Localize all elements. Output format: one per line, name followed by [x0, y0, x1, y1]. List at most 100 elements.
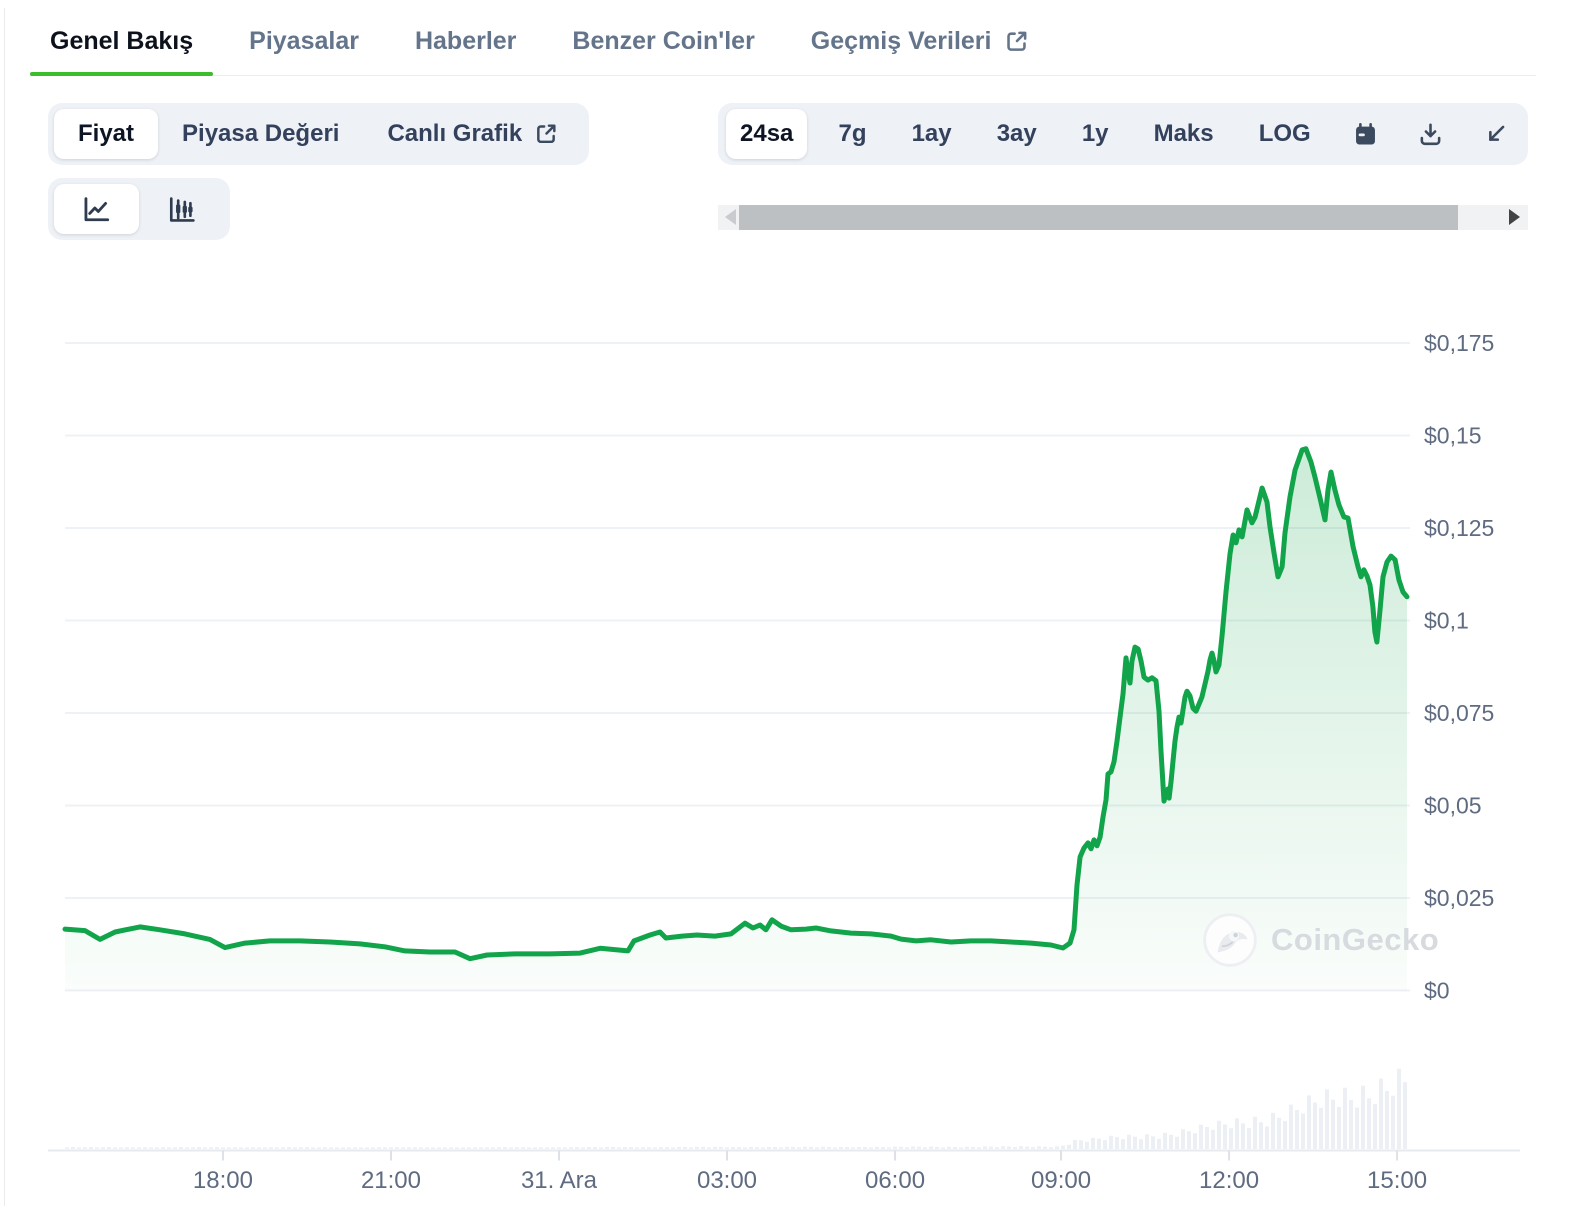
- volume-bar: [1223, 1124, 1227, 1149]
- volume-bar: [353, 1147, 357, 1149]
- tab-gecmis-verileri[interactable]: Geçmiş Verileri: [791, 8, 1051, 75]
- volume-bar: [557, 1147, 561, 1149]
- volume-bar: [515, 1147, 519, 1149]
- volume-bar: [605, 1146, 609, 1149]
- volume-bar: [1301, 1113, 1305, 1149]
- chart-type-line-button[interactable]: [54, 184, 139, 234]
- calendar-button[interactable]: [1342, 109, 1390, 159]
- volume-bar: [491, 1147, 495, 1149]
- volume-bar: [1061, 1145, 1065, 1149]
- range-tab-label: 1y: [1081, 120, 1109, 147]
- volume-bar: [1079, 1140, 1083, 1149]
- tab-label: Benzer Coin'ler: [572, 27, 755, 55]
- collapse-button[interactable]: [1472, 109, 1520, 159]
- volume-bar: [1049, 1147, 1053, 1149]
- volume-bar: [287, 1147, 291, 1149]
- y-axis-label: $0,125: [1424, 515, 1494, 541]
- calendar-icon: [1352, 121, 1379, 148]
- volume-bar: [137, 1147, 141, 1149]
- volume-bar: [1259, 1122, 1263, 1149]
- range-tab-24sa[interactable]: 24sa: [726, 109, 808, 159]
- x-axis-label: 06:00: [865, 1167, 925, 1194]
- coingecko-watermark: CoinGecko: [1203, 913, 1439, 967]
- volume-bar: [125, 1147, 129, 1149]
- volume-bar: [431, 1147, 435, 1149]
- volume-bar: [83, 1147, 87, 1149]
- chart-type-toggle-group: [48, 178, 230, 240]
- candlestick-icon: [165, 193, 198, 226]
- tab-haberler[interactable]: Haberler: [395, 8, 536, 75]
- volume-bar: [473, 1147, 477, 1149]
- volume-bar: [1169, 1134, 1173, 1149]
- volume-bar: [1217, 1120, 1221, 1149]
- volume-bar: [1247, 1127, 1251, 1149]
- scrollbar-thumb[interactable]: [739, 205, 1458, 230]
- volume-bar: [257, 1147, 261, 1149]
- volume-bar: [905, 1147, 909, 1149]
- volume-bar: [1229, 1128, 1233, 1149]
- volume-bar: [1163, 1132, 1167, 1149]
- volume-bar: [815, 1147, 819, 1149]
- volume-bar: [1103, 1140, 1107, 1149]
- volume-bar: [1139, 1139, 1143, 1149]
- volume-bar: [197, 1147, 201, 1149]
- chart-type-candlestick-button[interactable]: [139, 184, 224, 234]
- volume-bar: [953, 1146, 957, 1149]
- volume-bar: [563, 1147, 567, 1149]
- volume-bar: [1007, 1146, 1011, 1149]
- volume-bar: [545, 1147, 549, 1149]
- range-tab-1y[interactable]: 1y: [1068, 109, 1123, 159]
- tab-genel-bakis[interactable]: Genel Bakış: [30, 8, 214, 76]
- volume-bar: [947, 1146, 951, 1149]
- volume-bar: [1031, 1147, 1035, 1149]
- volume-bar: [833, 1147, 837, 1149]
- volume-bar: [401, 1147, 405, 1149]
- volume-bar: [425, 1147, 429, 1149]
- volume-bar: [599, 1147, 603, 1149]
- volume-bar: [665, 1147, 669, 1149]
- volume-bar: [449, 1147, 453, 1149]
- volume-bar: [965, 1146, 969, 1149]
- download-button[interactable]: [1407, 109, 1455, 159]
- range-tab-7g[interactable]: 7g: [824, 109, 880, 159]
- range-tab-maks[interactable]: Maks: [1140, 109, 1228, 159]
- volume-bar: [281, 1147, 285, 1149]
- volume-bar: [479, 1147, 483, 1149]
- metric-tab-fiyat[interactable]: Fiyat: [54, 109, 159, 159]
- volume-bar: [389, 1147, 393, 1149]
- range-tab-log[interactable]: LOG: [1245, 109, 1325, 159]
- scrollbar-left-arrow-icon[interactable]: [725, 209, 736, 225]
- x-axis-label: 12:00: [1199, 1167, 1259, 1194]
- scrollbar-right-arrow-icon[interactable]: [1509, 209, 1520, 225]
- volume-bar: [533, 1147, 537, 1149]
- volume-bar: [1343, 1087, 1347, 1149]
- volume-bar: [617, 1147, 621, 1149]
- volume-bar: [71, 1146, 75, 1149]
- volume-bar: [107, 1146, 111, 1149]
- metric-tab-canli-grafik[interactable]: Canlı Grafik: [363, 109, 583, 159]
- volume-bar: [1193, 1133, 1197, 1149]
- volume-bar: [365, 1147, 369, 1149]
- volume-bar: [77, 1147, 81, 1149]
- volume-bar: [305, 1147, 309, 1149]
- watermark-label: CoinGecko: [1271, 922, 1440, 957]
- tab-benzer-coinler[interactable]: Benzer Coin'ler: [552, 8, 774, 75]
- metric-tab-piyasa-degeri[interactable]: Piyasa Değeri: [158, 109, 363, 159]
- volume-bar: [1109, 1135, 1113, 1149]
- volume-bar: [929, 1146, 933, 1149]
- volume-bar: [1289, 1104, 1293, 1149]
- range-tab-1ay[interactable]: 1ay: [898, 109, 966, 159]
- y-axis-label: $0,075: [1424, 700, 1494, 726]
- volume-bar: [149, 1147, 153, 1149]
- range-tab-3ay[interactable]: 3ay: [983, 109, 1051, 159]
- volume-bar: [707, 1147, 711, 1149]
- tab-piyasalar[interactable]: Piyasalar: [229, 8, 379, 75]
- volume-bar: [1115, 1137, 1119, 1149]
- volume-bar: [269, 1147, 273, 1149]
- volume-bar: [377, 1147, 381, 1149]
- volume-bar: [221, 1147, 225, 1149]
- tab-label: Geçmiş Verileri: [810, 27, 992, 55]
- volume-bar: [395, 1147, 399, 1149]
- volume-bar: [689, 1147, 693, 1149]
